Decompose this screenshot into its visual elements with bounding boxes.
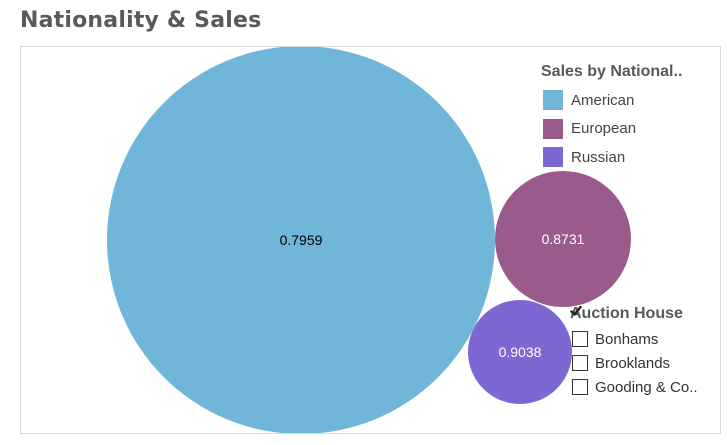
filter-title: Auction House <box>570 305 683 322</box>
legend-label-american: American <box>571 91 635 109</box>
auction-house-filter: Auction House Bonhams Brooklands Gooding… <box>570 305 720 399</box>
filter-label-gooding: Gooding & Co.. <box>595 378 698 396</box>
filter-item-bonhams[interactable]: Bonhams <box>570 305 720 351</box>
color-legend: Sales by National.. American European Ru… <box>541 63 720 172</box>
bubble-chart: 0.7959 0.8731 0.9038 <box>107 47 631 434</box>
chart-panel: 0.7959 0.8731 0.9038 Sales by National.. A… <box>20 46 721 434</box>
legend-title: Sales by National.. <box>541 63 683 80</box>
bubble-label-american: 0.7959 <box>280 232 323 248</box>
legend-item-american[interactable]: American <box>541 86 720 115</box>
chart-title: Nationality & Sales <box>20 8 262 33</box>
legend-label-european: European <box>571 120 637 138</box>
bubble-label-european: 0.8731 <box>542 231 585 247</box>
legend-swatch-american <box>543 90 563 111</box>
checkmark-icon <box>570 305 582 316</box>
bubble-label-russian: 0.9038 <box>499 344 542 360</box>
legend-item-european[interactable]: European <box>541 115 720 144</box>
legend-swatch-russian <box>543 147 563 168</box>
filter-label-bonhams: Bonhams <box>595 330 659 348</box>
legend-swatch-european <box>543 118 563 139</box>
legend-item-russian[interactable]: Russian <box>541 143 720 172</box>
checkbox-bonhams[interactable] <box>570 305 588 347</box>
filter-item-brooklands[interactable]: Brooklands <box>570 305 720 375</box>
checkbox-gooding[interactable] <box>570 305 588 395</box>
bubble-european[interactable] <box>495 171 631 307</box>
legend-label-russian: Russian <box>571 148 626 166</box>
filter-label-brooklands: Brooklands <box>595 354 671 372</box>
bubble-american[interactable] <box>107 47 495 434</box>
bubble-russian[interactable] <box>468 300 572 404</box>
filter-item-gooding[interactable]: Gooding & Co.. <box>570 305 720 399</box>
checkbox-brooklands[interactable] <box>570 305 588 371</box>
